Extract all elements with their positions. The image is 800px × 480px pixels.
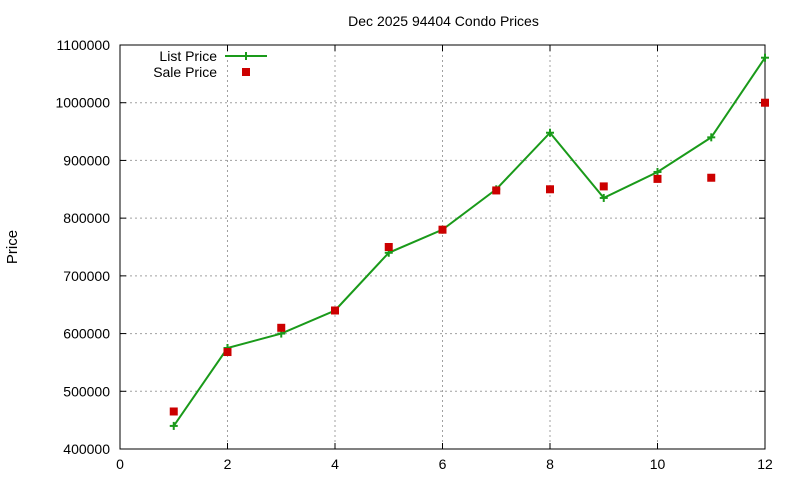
series-sale-price [169,98,769,416]
data-point [384,243,393,251]
data-point [707,173,716,182]
x-tick-label: 6 [439,456,447,472]
data-point [653,174,662,183]
data-point [599,182,608,191]
y-tick-label: 1100000 [57,37,111,53]
x-tick-label: 0 [116,456,124,472]
data-point [223,348,232,357]
x-tick-label: 12 [757,456,773,472]
y-tick-label: 600000 [63,326,110,342]
data-point [331,306,339,315]
data-point [169,407,178,416]
series-list-price [169,53,769,430]
y-tick-label: 700000 [63,268,110,284]
legend-swatch-marker [242,52,250,60]
y-tick-label: 1000000 [55,95,110,111]
y-tick-label: 900000 [63,152,110,168]
data-point [438,225,447,234]
x-tick-label: 10 [650,456,666,472]
legend-swatch-marker [242,68,250,76]
data-point [492,186,501,195]
x-tick-label: 2 [224,456,232,472]
y-tick-label: 800000 [63,210,110,226]
data-point [653,167,662,176]
data-point [599,193,608,202]
x-tick-label: 4 [331,456,339,472]
plot-border [119,44,766,450]
legend-label: Sale Price [153,64,217,80]
legend-label: List Price [159,48,217,64]
series-line [172,57,766,427]
chart-title: Dec 2025 94404 Condo Prices [348,13,539,29]
data-point [761,98,769,107]
data-point [277,323,286,332]
data-point [707,133,716,142]
grid [120,45,765,449]
y-axis-label: Price [4,230,21,264]
x-tick-label: 8 [546,456,554,472]
data-point [761,53,769,62]
data-point [546,128,554,137]
data-point [169,421,178,430]
series-layer [169,53,769,430]
y-tick-label: 400000 [63,441,110,457]
y-tick-label: 500000 [63,383,110,399]
data-point [546,185,554,194]
